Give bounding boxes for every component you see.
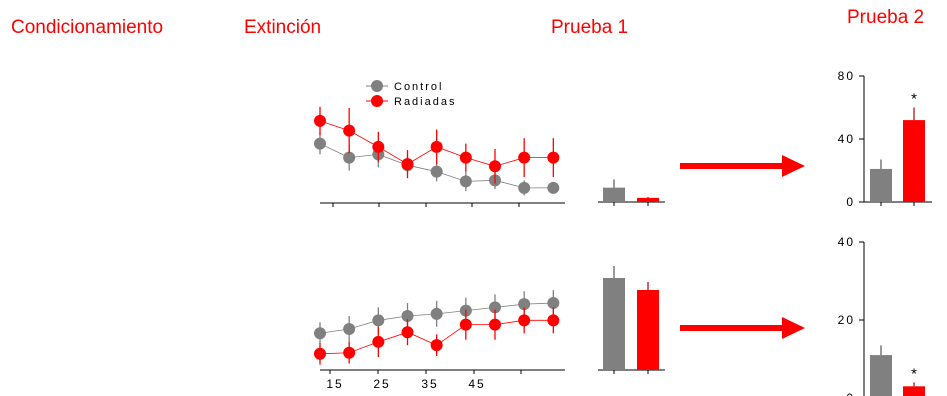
data-point-control xyxy=(459,175,472,188)
data-point-control xyxy=(314,137,326,150)
data-point-control xyxy=(518,181,531,194)
data-point-radiadas xyxy=(372,335,385,348)
data-point-radiadas xyxy=(547,151,560,164)
data-point-control xyxy=(489,301,501,314)
header-prueba-2: Prueba 2 xyxy=(847,7,925,28)
data-point-radiadas xyxy=(459,318,472,331)
data-point-radiadas xyxy=(343,124,356,137)
data-point-radiadas xyxy=(547,314,560,327)
y-tick-label: 20 xyxy=(838,313,855,327)
significance-marker: * xyxy=(911,365,917,382)
data-point-control xyxy=(547,181,560,194)
data-point-control xyxy=(343,151,356,164)
data-point-radiadas xyxy=(314,114,326,127)
bar-chart-prueba2-top: 0 40 80 * xyxy=(838,69,932,209)
data-point-radiadas xyxy=(372,140,385,153)
legend: Control Radiadas xyxy=(366,80,456,108)
bar-control xyxy=(870,355,892,396)
data-point-radiadas xyxy=(401,158,414,171)
y-tick-label: 40 xyxy=(838,132,855,146)
bar-chart-prueba2-bottom: 0 20 40 * xyxy=(838,235,925,396)
x-tick-label: 45 xyxy=(468,377,485,391)
y-tick-label: 40 xyxy=(838,235,855,249)
bar-radiadas xyxy=(903,386,925,396)
header-prueba-1: Prueba 1 xyxy=(551,17,629,38)
arrow-bottom xyxy=(680,317,805,339)
significance-marker: * xyxy=(911,91,917,108)
legend-radiadas-marker xyxy=(371,95,383,107)
y-tick-label: 80 xyxy=(838,69,855,83)
legend-control-marker xyxy=(371,80,383,92)
data-point-radiadas xyxy=(314,347,326,360)
bar-chart-prueba1-bottom xyxy=(598,266,665,374)
bar-chart-prueba1-top xyxy=(598,179,665,206)
line-chart-top xyxy=(314,106,565,207)
data-point-radiadas xyxy=(430,140,443,153)
data-point-radiadas xyxy=(343,346,356,359)
data-point-radiadas xyxy=(489,318,501,331)
data-point-control xyxy=(343,322,356,335)
legend-control-label: Control xyxy=(394,81,443,93)
bar-control xyxy=(603,187,625,202)
data-point-control xyxy=(430,307,443,320)
data-point-radiadas xyxy=(489,160,501,173)
data-point-radiadas xyxy=(459,151,472,164)
x-tick-label: 25 xyxy=(373,377,390,391)
y-tick-label: 0 xyxy=(846,391,855,396)
bar-radiadas xyxy=(637,197,659,202)
data-point-control xyxy=(314,327,326,340)
data-point-control xyxy=(518,298,531,311)
bar-radiadas xyxy=(637,290,659,370)
bar-control xyxy=(603,278,625,370)
data-point-radiadas xyxy=(518,151,531,164)
data-point-control xyxy=(401,310,414,322)
arrow-top xyxy=(680,155,805,177)
x-tick-label: 35 xyxy=(421,377,438,391)
bar-radiadas xyxy=(903,120,925,202)
line-chart-bottom: 15 25 35 45 xyxy=(314,290,565,391)
bar-control xyxy=(870,168,892,202)
data-point-control xyxy=(372,314,385,327)
data-point-radiadas xyxy=(401,326,414,339)
data-point-radiadas xyxy=(518,314,531,327)
y-tick-label: 0 xyxy=(846,195,855,209)
x-tick-label: 15 xyxy=(326,377,343,391)
data-point-radiadas xyxy=(430,339,443,352)
header-extincion: Extinción xyxy=(244,17,322,38)
data-point-control xyxy=(430,165,443,178)
legend-radiadas-label: Radiadas xyxy=(394,96,456,108)
header-condicionamiento: Condicionamiento xyxy=(11,17,164,38)
data-point-control xyxy=(547,297,560,310)
